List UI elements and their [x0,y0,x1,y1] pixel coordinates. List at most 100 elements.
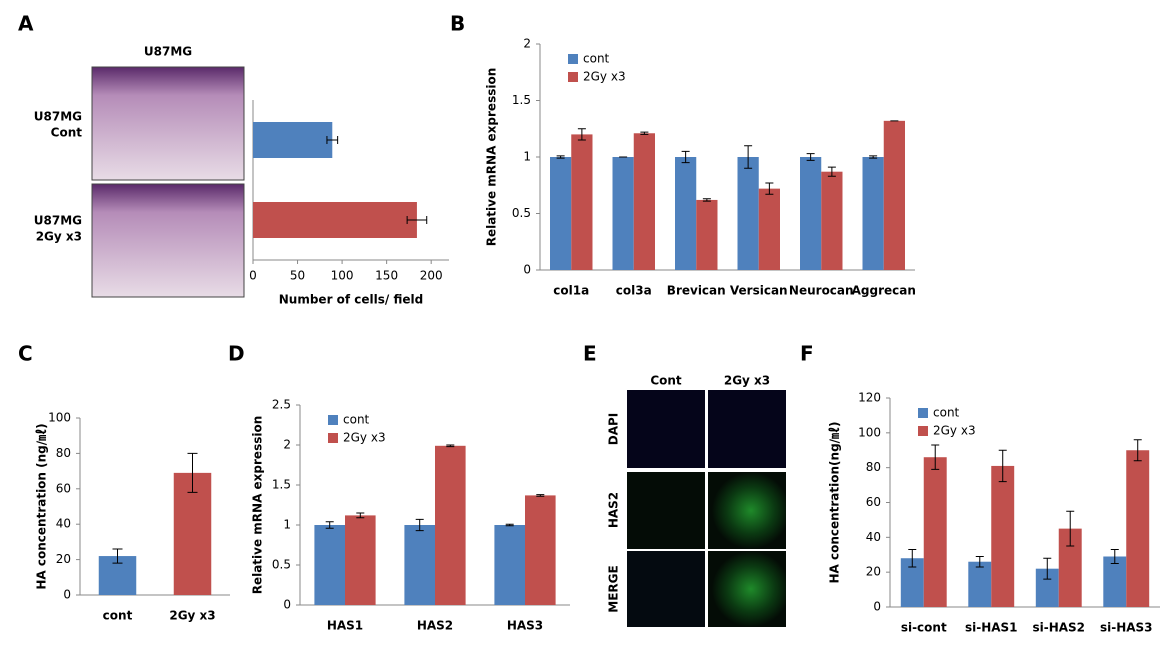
x-axis-label: Number of cells/ field [279,293,423,307]
x-tick-label: col1a [553,284,589,298]
x-tick-label: 100 [331,269,354,283]
y-axis-label: Relative mRNA expression [485,68,499,247]
y-tick-label: 1.5 [512,93,531,107]
bar [800,157,822,270]
y-tick-label: 20 [56,552,71,566]
bar [173,472,212,595]
error-bar [681,150,690,164]
bar [675,157,697,270]
legend-swatch [918,426,928,436]
panel-letter: E [583,342,597,366]
error-bar [806,153,815,161]
error-bar [908,549,917,568]
x-tick-label: 2Gy x3 [169,609,215,623]
legend-label: 2Gy x3 [583,70,626,84]
error-bar [975,555,984,568]
legend-label: 2Gy x3 [933,424,976,438]
legend-swatch [328,433,338,443]
legend-swatch [568,72,578,82]
x-tick-label: 50 [290,269,305,283]
error-bar [326,136,339,144]
bar [525,495,556,605]
error-bar [827,166,836,177]
x-tick-label: 0 [249,269,257,283]
panel-letter: C [18,342,33,366]
y-axis-label: Relative mRNA expression [251,416,265,595]
x-tick-label: 150 [375,269,398,283]
legend-label: cont [343,413,370,427]
error-bar [765,182,774,195]
bar [571,134,593,270]
error-bar [356,512,365,519]
bar [1058,528,1082,607]
error-bar [325,521,334,529]
bar [991,465,1015,607]
histology-image [91,66,245,181]
row-label: U87MG [34,110,82,124]
x-tick-label: HAS2 [417,619,453,633]
bar [696,199,718,270]
histology-image [91,183,245,298]
error-bar [1066,510,1075,547]
bar [1126,450,1150,607]
row-label: MERGE [607,565,621,612]
bar [1103,556,1127,607]
panel-letter: F [800,342,814,366]
y-tick-label: 2.5 [272,398,291,412]
bar [821,171,843,270]
panel-letter: D [228,342,245,366]
legend-swatch [918,408,928,418]
bar [1035,568,1059,607]
x-tick-label: Brevican [667,284,726,298]
x-tick-label: Versican [730,284,788,298]
error-bar [577,128,586,141]
x-tick-label: Aggrecan [852,284,916,298]
bar [737,157,759,270]
legend-swatch [568,54,578,64]
x-tick-label: HAS1 [327,619,363,633]
y-tick-label: 1 [283,518,291,532]
y-tick-label: 60 [56,481,71,495]
error-bar [505,523,514,527]
y-tick-label: 2 [523,37,531,51]
bar [612,157,634,270]
bar [862,157,884,270]
error-bar [415,518,424,532]
error-bar [187,452,198,493]
row-label: HAS2 [607,492,621,528]
bar [900,558,924,607]
legend-swatch [328,415,338,425]
error-bar [1133,439,1142,462]
legend-label: cont [583,52,610,66]
bar [253,202,417,238]
y-tick-label: 1 [523,150,531,164]
bar [253,122,333,158]
x-tick-label: si-HAS3 [1100,621,1153,635]
error-bar [1110,549,1119,564]
error-bar [112,548,123,564]
y-tick-label: 0.5 [512,206,531,220]
y-tick-label: 80 [866,460,881,474]
column-label: 2Gy x3 [724,374,770,388]
y-tick-label: 120 [858,391,881,405]
bar [404,525,435,605]
x-tick-label: HAS3 [507,619,543,633]
error-bar [998,449,1007,483]
y-tick-label: 0 [523,263,531,277]
row-label: U87MG [34,214,82,228]
y-tick-label: 100 [858,425,881,439]
column-label: Cont [650,374,682,388]
x-tick-label: cont [103,609,133,623]
y-tick-label: 0.5 [272,558,291,572]
bar [883,120,905,270]
legend-label: cont [933,406,960,420]
bar [923,457,947,607]
y-tick-label: 1.5 [272,478,291,492]
bar [314,525,345,605]
x-tick-label: si-cont [901,621,947,635]
bar [633,133,655,270]
y-tick-label: 0 [283,598,291,612]
x-tick-label: si-HAS2 [1032,621,1085,635]
error-bar [1043,557,1052,580]
